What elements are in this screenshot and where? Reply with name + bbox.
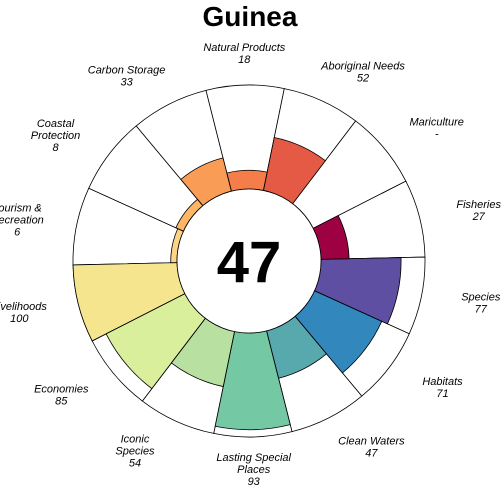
petal-label-habitats: Habitats 71 bbox=[422, 376, 463, 400]
petal-label-mariculture: Mariculture - bbox=[409, 117, 463, 141]
petal-label-coastal-protection: Coastal Protection 8 bbox=[31, 118, 81, 154]
petal-label-fisheries: Fisheries 27 bbox=[456, 199, 501, 223]
petal-label-tourism-recreation: Tourism &Recreation6 bbox=[0, 202, 44, 238]
petal-label-iconic-species: Iconic Species 54 bbox=[115, 433, 155, 469]
petal-label-livelihoods: Livelihoods100 bbox=[0, 301, 47, 325]
chart-title: Guinea bbox=[203, 1, 298, 32]
petal-label-natural-products: Natural Products 18 bbox=[203, 42, 285, 66]
petal-natural-products bbox=[227, 170, 267, 191]
petal-label-clean-waters: Clean Waters 47 bbox=[338, 435, 405, 459]
petal-label-carbon-storage: Carbon Storage 33 bbox=[88, 65, 166, 89]
petal-label-economies: Economies 85 bbox=[34, 383, 89, 407]
center-score: 47 bbox=[217, 230, 282, 295]
petal-label-aboriginal-needs: Aboriginal Needs 52 bbox=[320, 61, 405, 85]
petal-label-species: Species 77 bbox=[461, 292, 501, 316]
petal-label-lasting-special-places: Lasting Special Places 93 bbox=[216, 452, 291, 488]
